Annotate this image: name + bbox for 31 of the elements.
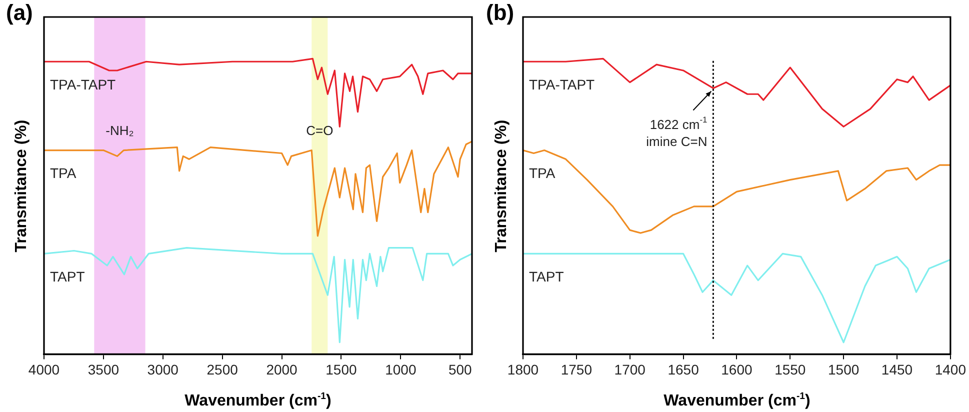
chart-title: (a): [6, 0, 33, 26]
x-tick-label: 500: [448, 361, 472, 378]
chart-title: (b): [486, 0, 514, 26]
x-tick-label: 1450: [881, 361, 913, 378]
x-axis-title: Wavenumber (cm$^{-1}$): [662, 390, 812, 410]
series-label: TPA: [50, 165, 77, 182]
x-tick-label: 1500: [326, 361, 358, 378]
x-tick-label: 3500: [88, 361, 120, 378]
x-tick-label: 4000: [28, 361, 60, 378]
x-tick-label: 1550: [774, 361, 806, 378]
x-tick-label: 1650: [668, 361, 700, 378]
x-tick-label: 1500: [828, 361, 860, 378]
x-tick-label: 1750: [560, 361, 592, 378]
y-axis-title: Transmitance (%): [493, 118, 511, 254]
x-tick-label: 1700: [614, 361, 646, 378]
band-label: C=O: [306, 123, 334, 138]
y-axis-title: Transmitance (%): [13, 118, 31, 254]
x-tick-label: 2000: [266, 361, 298, 378]
series-label: TAPT: [50, 268, 86, 285]
series-label: TPA-TAPT: [529, 76, 596, 92]
x-tick-label: 1800: [507, 361, 539, 378]
x-tick-label: 1600: [721, 361, 752, 378]
x-axis-title: Wavenumber (cm$^{-1}$): [184, 390, 332, 410]
band-label: -NH₂: [106, 123, 134, 138]
x-tick-label: 3000: [147, 361, 179, 378]
series-label: TAPT: [529, 268, 564, 285]
x-tick-label: 2500: [206, 361, 238, 378]
series-label: TPA: [529, 165, 556, 182]
series-label: TPA-TAPT: [50, 76, 116, 92]
x-tick-label: 1000: [385, 361, 416, 378]
x-tick-label: 1400: [934, 361, 966, 378]
